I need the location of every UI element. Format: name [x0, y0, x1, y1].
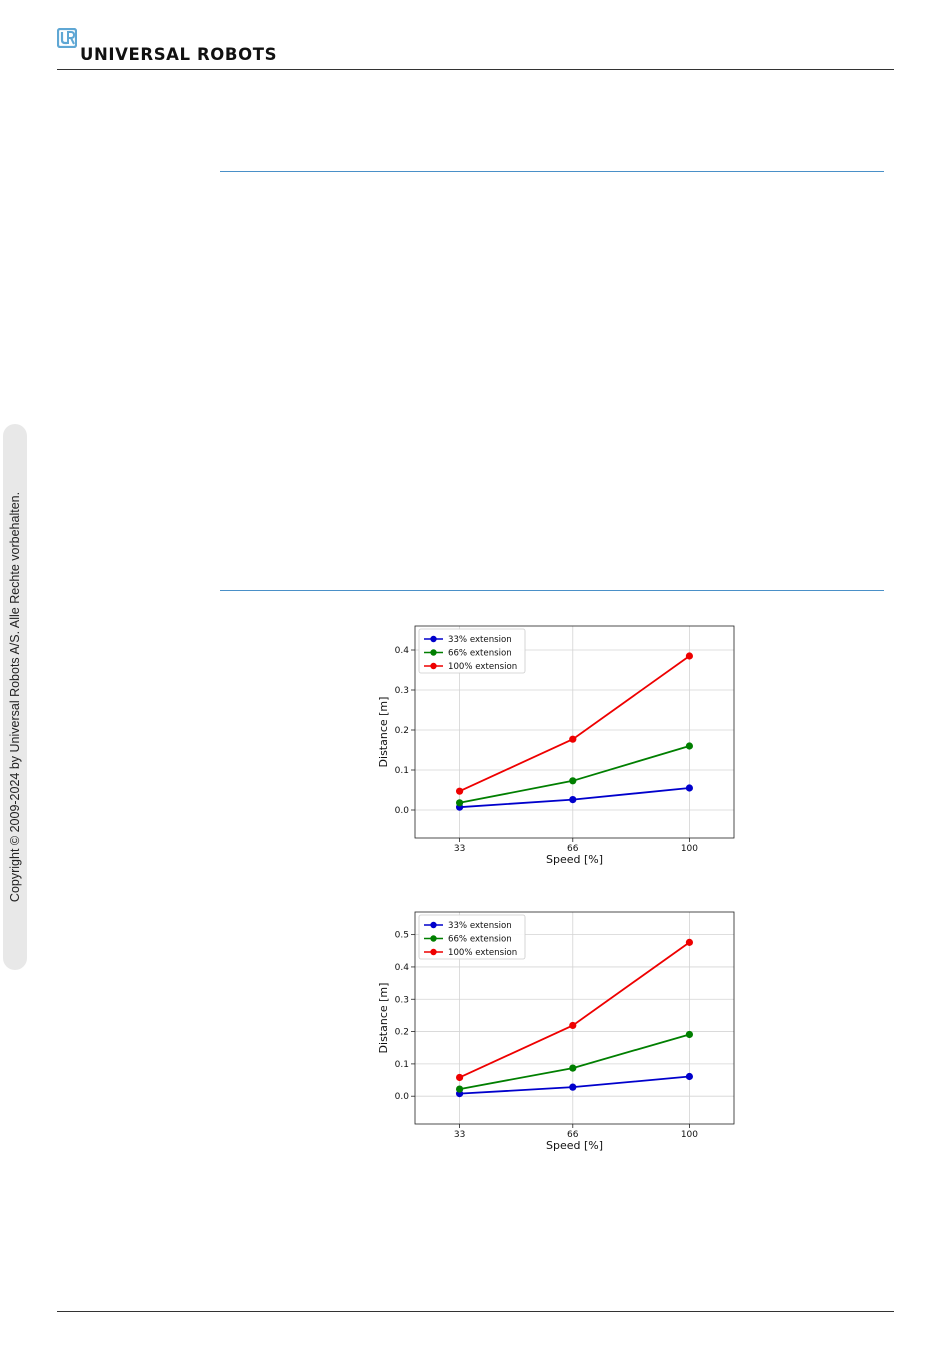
- x-tick-label: 100: [681, 1130, 698, 1140]
- stopping-distance-chart-2: 0.0 0.1 0.2 0.3 0.4 0.5 33 66 100 Speed [%] Distan…: [377, 911, 735, 1152]
- footer-rule: [57, 1311, 894, 1312]
- plot-frame: [414, 625, 735, 839]
- data-point: [569, 1064, 577, 1072]
- data-point: [685, 742, 694, 750]
- legend-swatch-marker: [430, 948, 437, 956]
- section-divider: [220, 590, 884, 591]
- y-tick-label: 0.1: [395, 1060, 409, 1070]
- legend-label: 66% extension: [448, 649, 512, 659]
- y-axis-label: Distance [m]: [377, 697, 390, 768]
- data-point: [455, 787, 464, 795]
- legend-label: 100% extension: [448, 662, 517, 672]
- y-tick-label: 0.4: [395, 646, 410, 656]
- x-tick-label: 33: [454, 844, 465, 854]
- legend-label: 66% extension: [448, 935, 512, 945]
- y-tick-label: 0.3: [395, 995, 409, 1005]
- data-point: [685, 1072, 694, 1081]
- y-tick-label: 0.2: [395, 726, 409, 736]
- header-rule: [57, 69, 894, 70]
- brand-name: UNIVERSAL ROBOTS: [80, 45, 278, 64]
- grid-lines: [415, 912, 734, 1124]
- legend-label: 33% extension: [448, 635, 512, 645]
- legend-box: [418, 914, 526, 960]
- legend: 33% extension 66% extension 100% extension: [418, 914, 526, 960]
- data-point: [569, 735, 577, 743]
- legend-swatch-marker: [430, 921, 437, 929]
- data-point: [685, 652, 694, 660]
- data-point: [455, 799, 464, 807]
- stopping-distance-chart-1: 0.0 0.1 0.2 0.3 0.4 33 66 100 Speed [%] Distance …: [377, 625, 735, 866]
- x-tick-label: 33: [454, 1130, 465, 1140]
- x-tick-label: 66: [567, 844, 579, 854]
- data-point: [569, 1021, 577, 1030]
- y-axis-label: Distance [m]: [377, 983, 390, 1054]
- section-divider: [220, 171, 884, 172]
- data-point: [685, 1030, 694, 1039]
- legend-swatch-marker: [430, 662, 437, 670]
- copyright-text: Copyright © 2009-2024 by Universal Robot…: [8, 491, 22, 903]
- ur-logo-icon: [57, 28, 77, 48]
- data-point: [685, 784, 694, 792]
- plot-frame: [414, 911, 735, 1125]
- data-point: [685, 938, 694, 946]
- legend-box: [418, 628, 526, 674]
- data-point: [569, 1083, 577, 1091]
- x-axis-label: Speed [%]: [546, 1139, 603, 1152]
- y-tick-label: 0.4: [395, 963, 410, 973]
- y-tick-label: 0.1: [395, 766, 409, 776]
- x-tick-label: 100: [681, 844, 698, 854]
- legend-label: 33% extension: [448, 921, 512, 931]
- legend: 33% extension 66% extension 100% extension: [418, 628, 526, 674]
- x-axis-label: Speed [%]: [546, 853, 603, 866]
- data-point: [455, 1073, 464, 1082]
- data-point: [455, 1085, 464, 1093]
- legend-swatch-marker: [430, 635, 437, 643]
- series-line-3: [459, 941, 690, 1079]
- legend-swatch-marker: [430, 935, 437, 942]
- legend-swatch-marker: [430, 649, 437, 656]
- y-tick-label: 0.0: [395, 1092, 410, 1102]
- series-line-3: [459, 655, 690, 793]
- x-tick-label: 66: [567, 1130, 579, 1140]
- data-point: [569, 796, 577, 804]
- data-point: [569, 777, 577, 785]
- legend-label: 100% extension: [448, 948, 517, 958]
- y-tick-label: 0.2: [395, 1028, 409, 1038]
- y-tick-label: 0.3: [395, 686, 409, 696]
- y-tick-label: 0.5: [395, 931, 409, 941]
- copyright-tab: [3, 424, 27, 970]
- y-tick-label: 0.0: [395, 806, 410, 816]
